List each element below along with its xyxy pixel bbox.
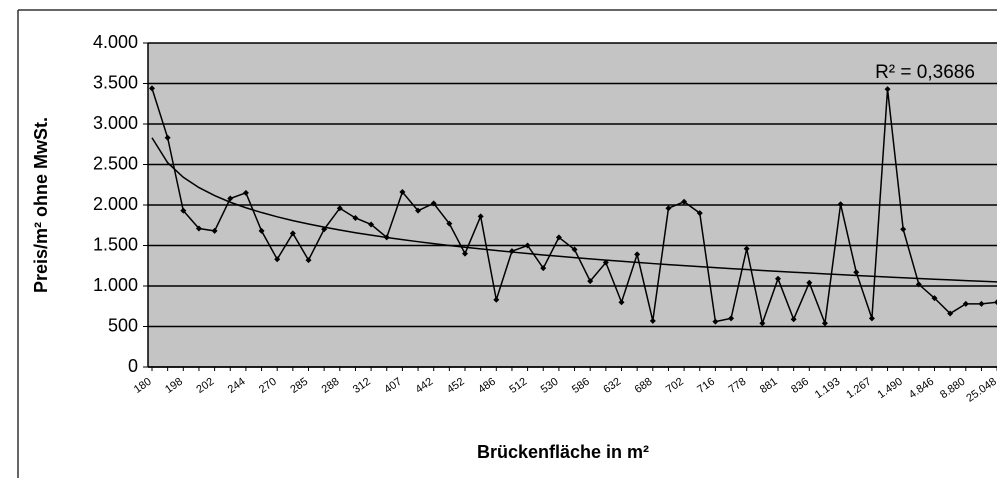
marker (759, 320, 766, 327)
marker (571, 246, 578, 253)
x-tick-label: 180 (132, 376, 154, 396)
marker (430, 200, 437, 207)
marker (540, 265, 547, 272)
marker (227, 195, 234, 202)
y-tick-label: 2.500 (93, 153, 138, 173)
x-tick-label: 778 (726, 376, 748, 396)
annotation: R² = 0,3686 (875, 62, 975, 83)
x-tick-label: 407 (382, 376, 404, 396)
y-axis-label: Preis/m² ohne MwSt. (31, 117, 51, 293)
y-tick-label: 1.000 (93, 275, 138, 295)
y-tick-label: 4.000 (93, 32, 138, 52)
x-tick-label: 586 (570, 376, 592, 396)
marker (289, 230, 296, 237)
x-tick-label: 270 (257, 376, 279, 396)
marker (446, 220, 453, 227)
marker (618, 299, 625, 306)
x-tick-label: 702 (664, 376, 686, 396)
x-tick-label: 486 (476, 376, 498, 396)
marker (149, 85, 155, 92)
marker (915, 281, 922, 288)
marker (853, 269, 860, 276)
y-tick-label: 500 (108, 315, 138, 335)
x-tick-label: 202 (194, 376, 216, 396)
marker (524, 242, 531, 249)
marker (368, 221, 375, 228)
x-tick-label: 1.267 (844, 376, 873, 402)
marker (305, 257, 312, 264)
y-tick-label: 3.000 (93, 113, 138, 133)
y-tick-label: 0 (128, 356, 138, 376)
marker (587, 278, 594, 285)
marker (415, 207, 422, 214)
marker (821, 320, 828, 327)
marker (790, 316, 797, 323)
marker (947, 310, 954, 317)
y-tick-label: 1.500 (93, 234, 138, 254)
x-tick-label: 25.048 (964, 376, 997, 405)
marker (352, 214, 359, 221)
marker (274, 256, 281, 263)
marker (477, 213, 484, 220)
marker (806, 279, 813, 286)
x-tick-label: 8.880 (938, 376, 967, 402)
x-tick-label: 285 (288, 376, 310, 396)
x-tick-label: 452 (445, 376, 467, 396)
x-tick-label: 4.846 (907, 376, 936, 402)
marker (728, 315, 735, 322)
marker (994, 299, 997, 306)
x-tick-label: 1.490 (875, 376, 904, 402)
marker (696, 210, 703, 217)
x-tick-label: 512 (507, 376, 529, 396)
x-tick-label: 688 (633, 376, 655, 396)
trend-line (151, 137, 997, 283)
marker (634, 251, 641, 258)
marker (180, 207, 187, 214)
marker (884, 86, 891, 93)
x-tick-label: 288 (320, 376, 342, 396)
marker (743, 245, 750, 252)
marker (900, 226, 907, 233)
x-tick-label: 716 (695, 376, 717, 396)
x-tick-label: 244 (226, 376, 248, 396)
x-tick-label: 530 (539, 376, 561, 396)
marker (962, 300, 969, 307)
x-tick-label: 881 (758, 376, 780, 396)
marker (978, 300, 985, 307)
marker (649, 317, 656, 324)
marker (931, 295, 938, 302)
marker (493, 296, 500, 303)
marker (211, 227, 218, 234)
marker (258, 227, 265, 234)
marker (665, 205, 672, 212)
x-tick-label: 312 (351, 376, 373, 396)
x-tick-label: 198 (163, 376, 185, 396)
x-axis-label: Brückenfläche in m² (477, 442, 649, 462)
x-tick-label: 1.193 (813, 376, 842, 402)
marker (242, 189, 249, 196)
marker (555, 234, 562, 241)
marker (868, 315, 875, 322)
marker (164, 134, 171, 141)
x-tick-label: 442 (413, 376, 435, 396)
marker (602, 259, 609, 266)
marker (775, 275, 781, 282)
marker (837, 201, 844, 208)
x-tick-label: 632 (601, 376, 623, 396)
marker (462, 250, 468, 257)
marker (195, 225, 202, 232)
marker (399, 189, 406, 196)
marker (681, 198, 688, 205)
marker (712, 318, 719, 325)
y-tick-label: 2.000 (93, 194, 138, 214)
y-tick-label: 3.500 (93, 72, 138, 92)
marker (336, 205, 343, 212)
x-tick-label: 836 (789, 376, 811, 396)
